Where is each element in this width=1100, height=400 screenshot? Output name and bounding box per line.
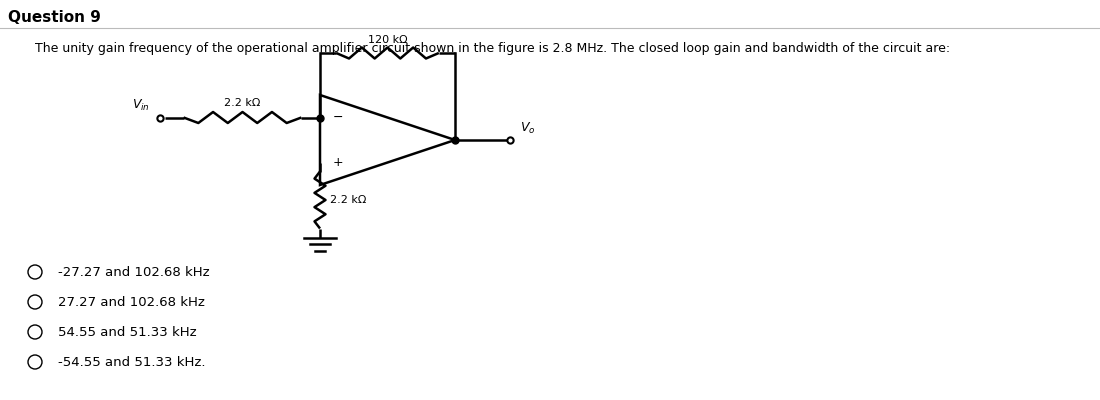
- Text: +: +: [333, 156, 343, 169]
- Text: 54.55 and 51.33 kHz: 54.55 and 51.33 kHz: [58, 326, 197, 338]
- Text: Question 9: Question 9: [8, 10, 101, 25]
- Text: 2.2 kΩ: 2.2 kΩ: [330, 195, 366, 205]
- Text: -27.27 and 102.68 kHz: -27.27 and 102.68 kHz: [58, 266, 210, 278]
- Text: $V_{in}$: $V_{in}$: [132, 98, 150, 114]
- Text: The unity gain frequency of the operational amplifier circuit shown in the figur: The unity gain frequency of the operatio…: [35, 42, 950, 55]
- Text: 120 kΩ: 120 kΩ: [367, 35, 407, 45]
- Text: −: −: [333, 111, 343, 124]
- Text: $V_o$: $V_o$: [520, 121, 536, 136]
- Text: 27.27 and 102.68 kHz: 27.27 and 102.68 kHz: [58, 296, 205, 308]
- Text: -54.55 and 51.33 kHz.: -54.55 and 51.33 kHz.: [58, 356, 206, 368]
- Text: 2.2 kΩ: 2.2 kΩ: [224, 98, 261, 108]
